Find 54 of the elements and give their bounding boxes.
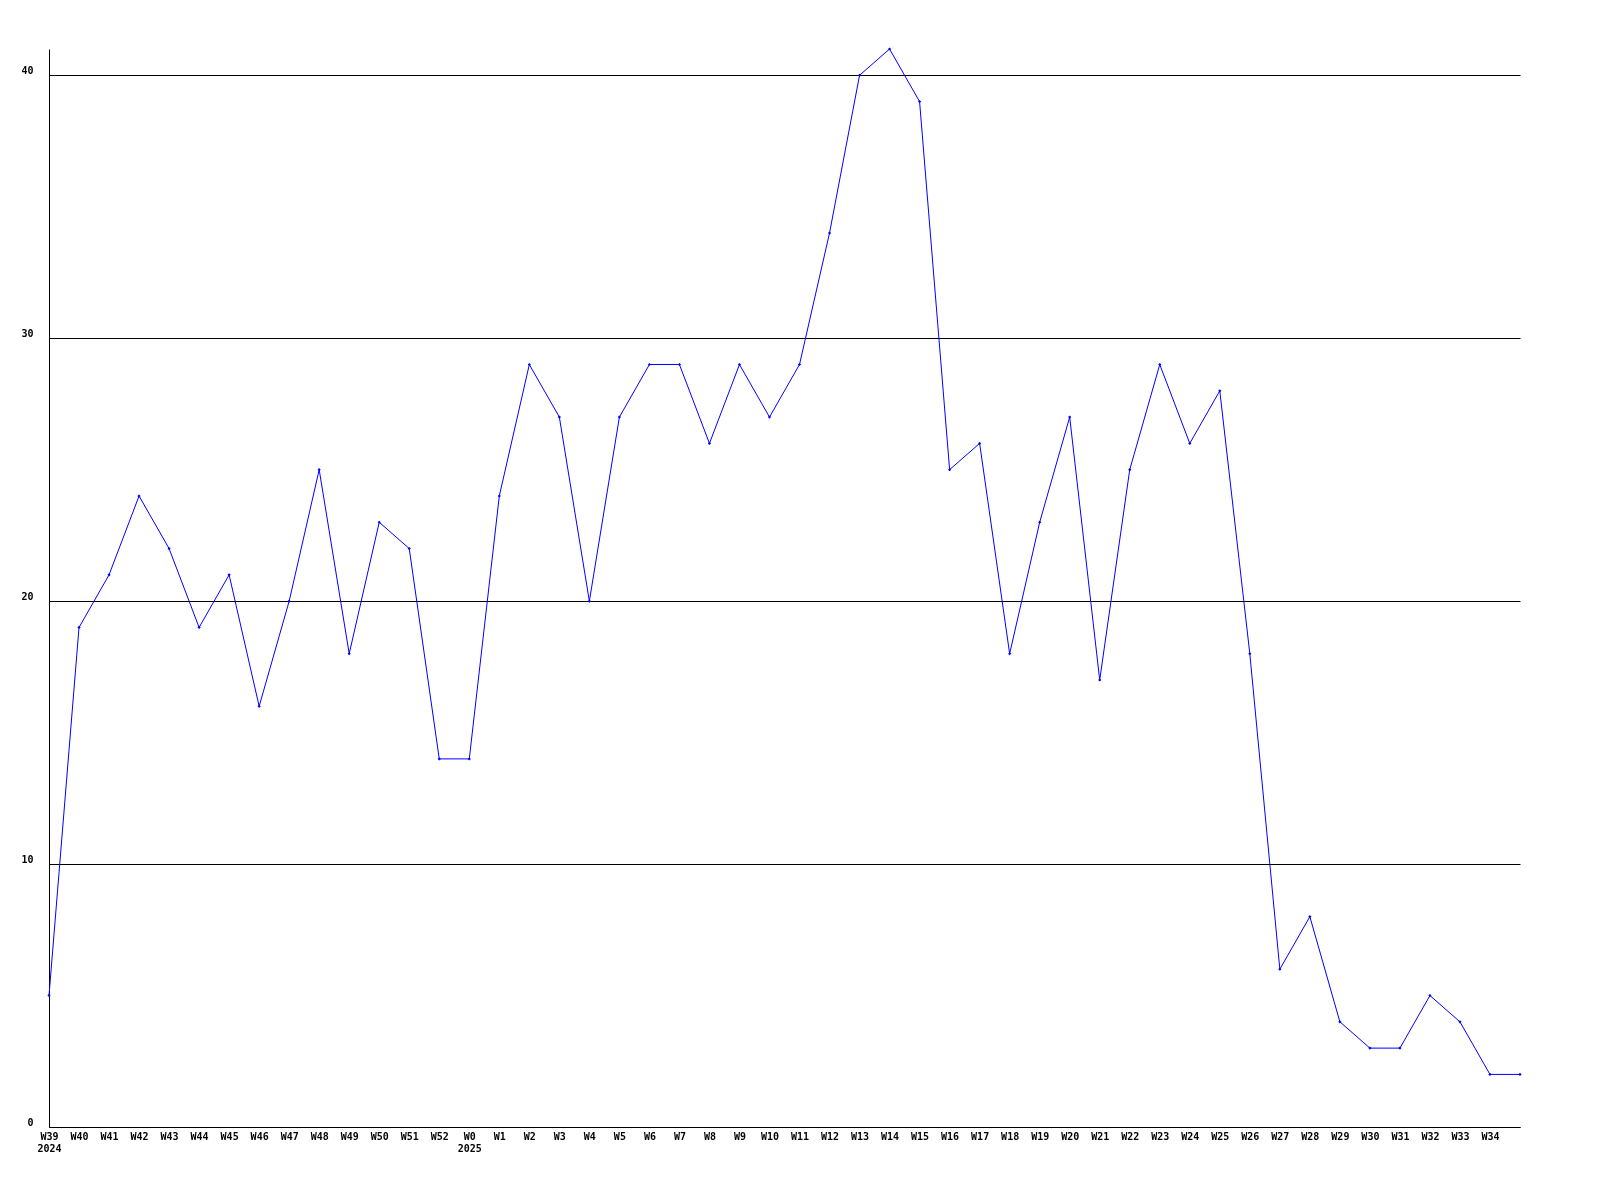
x-tick-label: W31 <box>1391 1130 1410 1142</box>
x-tick-label: W0 2025 <box>457 1130 482 1154</box>
x-tick-label: W12 <box>821 1130 840 1142</box>
x-tick-label: W30 <box>1361 1130 1380 1142</box>
x-tick-label: W42 <box>130 1130 149 1142</box>
x-tick-label: W13 <box>851 1130 870 1142</box>
x-tick-label: W2 <box>523 1130 536 1142</box>
x-tick-label: W6 <box>643 1130 656 1142</box>
x-tick-label: W7 <box>673 1130 686 1142</box>
x-tick-label: W20 <box>1061 1130 1080 1142</box>
x-tick-label: W22 <box>1121 1130 1140 1142</box>
x-tick-label: W45 <box>220 1130 239 1142</box>
x-tick-label: W17 <box>971 1130 990 1142</box>
y-tick-label: 30 <box>21 327 34 339</box>
y-tick-label: 10 <box>21 853 34 865</box>
x-tick-label: W15 <box>911 1130 930 1142</box>
x-tick-label: W48 <box>310 1130 329 1142</box>
x-tick-label: W11 <box>790 1130 810 1142</box>
x-tick-label: W46 <box>250 1130 269 1142</box>
y-tick-label: 20 <box>21 590 34 602</box>
x-tick-label: W8 <box>703 1130 716 1142</box>
x-tick-label: W28 <box>1301 1130 1320 1142</box>
x-tick-label: W4 <box>583 1130 596 1142</box>
x-tick-label: W16 <box>941 1130 960 1142</box>
x-tick-label: W39 2024 <box>37 1130 62 1154</box>
x-tick-label: W52 <box>430 1130 449 1142</box>
x-tick-label: W34 <box>1481 1130 1500 1142</box>
x-tick-label: W49 <box>340 1130 359 1142</box>
x-tick-label: W26 <box>1241 1130 1260 1142</box>
x-tick-label: W14 <box>881 1130 900 1142</box>
x-tick-label: W23 <box>1151 1130 1170 1142</box>
x-tick-label: W1 <box>493 1130 506 1142</box>
y-tick-label: 0 <box>27 1116 34 1128</box>
x-tick-label: W25 <box>1211 1130 1230 1142</box>
x-tick-label: W32 <box>1421 1130 1440 1142</box>
x-tick-label: W50 <box>370 1130 389 1142</box>
x-tick-label: W19 <box>1031 1130 1050 1142</box>
x-tick-label: W40 <box>70 1130 89 1142</box>
x-tick-label: W43 <box>160 1130 179 1142</box>
x-tick-label: W10 <box>760 1130 780 1142</box>
y-tick-label: 40 <box>21 64 34 76</box>
x-tick-label: W44 <box>190 1130 209 1142</box>
x-tick-label: W47 <box>280 1130 299 1142</box>
x-tick-label: W5 <box>613 1130 626 1142</box>
x-tick-label: W3 <box>553 1130 566 1142</box>
x-tick-label: W29 <box>1331 1130 1350 1142</box>
x-tick-label: W41 <box>100 1130 119 1142</box>
x-tick-label: W24 <box>1181 1130 1200 1142</box>
x-tick-label: W33 <box>1451 1130 1470 1142</box>
x-tick-label: W9 <box>733 1130 746 1142</box>
x-tick-label: W18 <box>1001 1130 1020 1142</box>
x-tick-label: W27 <box>1271 1130 1290 1142</box>
x-tick-label: W21 <box>1091 1130 1110 1142</box>
x-tick-label: W51 <box>400 1130 419 1142</box>
